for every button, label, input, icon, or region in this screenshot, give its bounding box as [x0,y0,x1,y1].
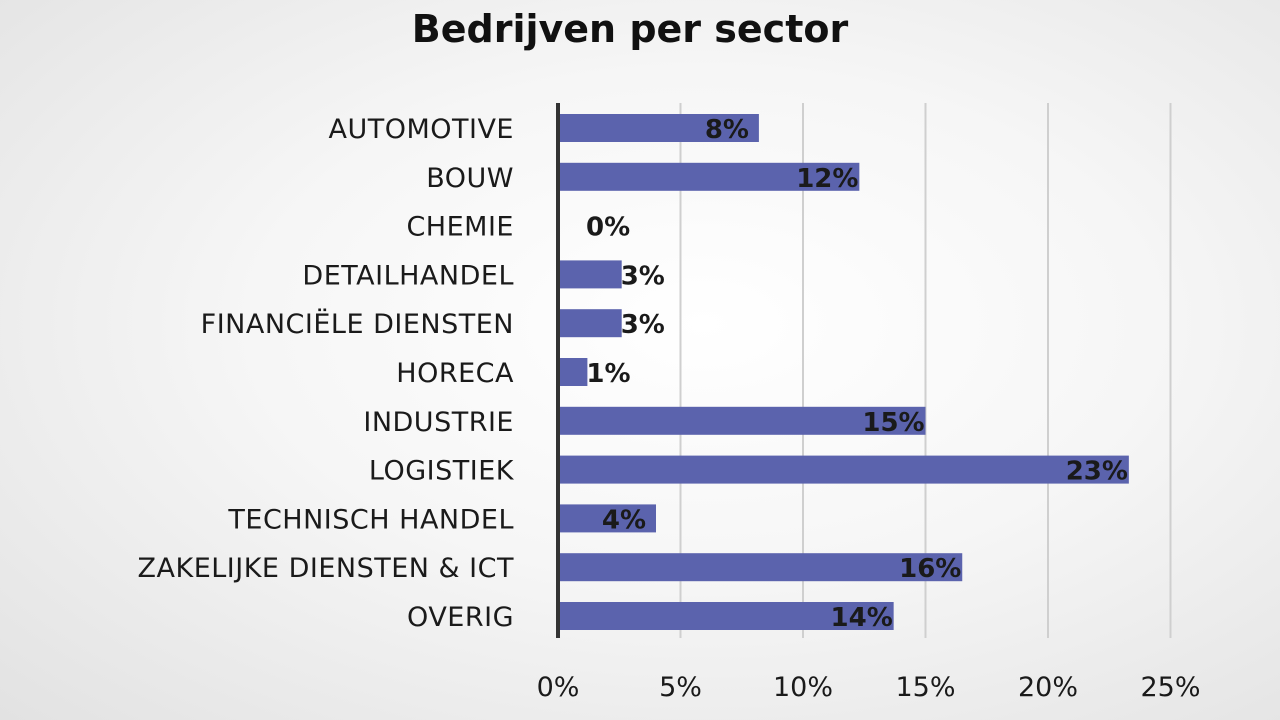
data-label: 4% [602,505,646,535]
bar [558,309,622,338]
bars [558,114,1129,630]
category-label: DETAILHANDEL [302,260,514,291]
x-tick-label: 0% [537,672,580,703]
bar [558,260,622,289]
x-tick-label: 25% [1140,672,1200,703]
x-tick-label: 5% [659,672,702,703]
data-label: 3% [621,261,665,291]
category-label: OVERIG [407,602,514,633]
category-label: BOUW [426,163,514,194]
bar [558,358,588,386]
category-label: TECHNISCH HANDEL [227,504,514,535]
x-tick-label: 20% [1018,672,1078,703]
bar [558,114,759,142]
bar [558,406,926,435]
category-label: FINANCIËLE DIENSTEN [201,308,514,340]
data-label: 14% [831,603,893,633]
bar [558,553,963,582]
data-label: 16% [899,554,961,584]
category-label: CHEMIE [406,212,514,243]
data-label: 15% [862,408,924,438]
x-tick-label: 10% [773,672,833,703]
data-label: 0% [586,213,630,243]
category-labels: AUTOMOTIVE BOUW CHEMIE DETAILHANDEL FINANCIË… [138,114,515,633]
data-label: 1% [586,359,630,389]
bar [558,162,860,191]
x-tick-label: 15% [895,672,955,703]
data-label: 12% [796,164,858,194]
category-label: HORECA [396,358,514,389]
gridlines [679,103,1172,638]
category-label: ZAKELIJKE DIENSTEN & ICT [138,553,514,584]
category-label: LOGISTIEK [369,456,515,487]
data-label: 8% [705,115,749,145]
chart-title: Bedrijven per sector [412,7,849,51]
bar [558,504,656,533]
category-label: AUTOMOTIVE [328,114,514,145]
bar [558,455,1129,484]
data-label: 3% [621,310,665,340]
bar [558,602,894,630]
x-axis-tick-labels: 0% 5% 10% 15% 20% 25% [537,672,1201,703]
category-label: INDUSTRIE [363,407,514,438]
data-labels: 8% 12% 0% 3% 3% 1% 15% 23% 4% 16%14% [586,115,1128,633]
data-label: 23% [1066,457,1128,487]
